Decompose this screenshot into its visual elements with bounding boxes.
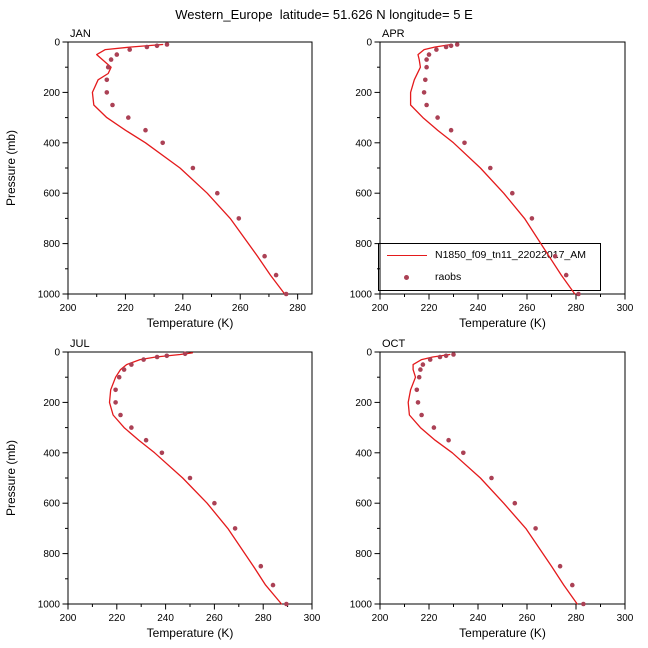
- x-tick-label: 260: [519, 613, 536, 624]
- y-tick-label: 600: [355, 189, 372, 200]
- x-tick-label: 260: [519, 303, 536, 314]
- y-tick-label: 0: [366, 348, 372, 359]
- y-tick-label: 600: [43, 189, 60, 200]
- model-profile-line: [108, 352, 283, 605]
- x-tick-label: 200: [60, 303, 77, 314]
- y-tick-label: 800: [43, 239, 60, 250]
- y-tick-label: 200: [355, 398, 372, 409]
- y-tick-label: 600: [43, 499, 60, 510]
- y-tick-label: 400: [43, 138, 60, 149]
- y-tick-label: 800: [355, 549, 372, 560]
- x-tick-label: 300: [617, 613, 634, 624]
- model-line-sample-icon: [387, 254, 427, 256]
- x-tick-label: 280: [255, 613, 272, 624]
- y-tick-label: 200: [43, 398, 60, 409]
- panel-month-label: JAN: [70, 28, 91, 40]
- y-tick-label: 800: [355, 239, 372, 250]
- panel-month-label: JUL: [70, 338, 90, 350]
- y-axis-title: Pressure (mb): [4, 440, 18, 516]
- panel-month-label: APR: [382, 28, 405, 40]
- x-tick-label: 240: [157, 613, 174, 624]
- x-tick-label: 200: [60, 613, 77, 624]
- legend-row-raobs: raobs: [379, 266, 600, 288]
- raobs-dots: [421, 42, 581, 297]
- x-tick-label: 280: [568, 613, 585, 624]
- panel-month-label: OCT: [382, 338, 406, 350]
- x-tick-label: 220: [108, 613, 125, 624]
- x-tick-label: 240: [470, 303, 487, 314]
- raobs-dots: [104, 42, 289, 297]
- panel-apr: 200 220 240 260 280 300 0 200 400 600 800 1000 Tempe…: [350, 28, 634, 330]
- y-tick-label: 1000: [38, 600, 61, 611]
- y-tick-label: 1000: [38, 290, 61, 301]
- y-tick-label: 600: [355, 499, 372, 510]
- x-tick-label: 240: [470, 613, 487, 624]
- x-tick-label: 240: [174, 303, 191, 314]
- y-tick-label: 800: [43, 549, 60, 560]
- x-axis-title: Temperature (K): [147, 316, 234, 330]
- y-tick-label: 400: [355, 138, 372, 149]
- y-tick-label: 0: [54, 38, 60, 49]
- panel-oct: 200 220 240 260 280 300 0 200 400 600 800 1000 Tempe…: [350, 338, 634, 640]
- legend-raobs-label: raobs: [435, 271, 462, 283]
- y-tick-label: 200: [43, 88, 60, 99]
- panel-jul: 200 220 240 260 280 300 0 200 400 600 800 1000 Tempe…: [4, 338, 321, 640]
- raobs-dots: [414, 352, 586, 607]
- y-tick-label: 200: [355, 88, 372, 99]
- model-profile-line: [409, 43, 576, 295]
- x-tick-label: 220: [421, 613, 438, 624]
- y-tick-label: 0: [366, 38, 372, 49]
- y-tick-label: 1000: [350, 600, 373, 611]
- y-tick-label: 400: [355, 448, 372, 459]
- x-tick-label: 280: [568, 303, 585, 314]
- x-tick-label: 300: [304, 613, 321, 624]
- y-tick-label: 0: [54, 348, 60, 359]
- x-tick-label: 220: [421, 303, 438, 314]
- y-tick-label: 400: [43, 448, 60, 459]
- legend-model-label: N1850_f09_tn11_22022017_AM: [435, 249, 587, 261]
- legend: N1850_f09_tn11_22022017_AM raobs: [378, 243, 601, 291]
- x-tick-label: 260: [232, 303, 249, 314]
- x-axis-title: Temperature (K): [459, 316, 546, 330]
- x-tick-label: 280: [289, 303, 306, 314]
- x-tick-label: 300: [617, 303, 634, 314]
- x-tick-label: 200: [372, 303, 389, 314]
- raobs-dots: [113, 351, 289, 607]
- raobs-dot-sample-icon: [404, 274, 409, 280]
- x-tick-label: 220: [117, 303, 134, 314]
- x-tick-label: 200: [372, 613, 389, 624]
- y-tick-label: 1000: [350, 290, 373, 301]
- model-profile-line: [407, 353, 578, 605]
- model-profile-line: [91, 43, 286, 295]
- panel-jan: 200 220 240 260 280 0 200 400 600 800 1000 Temperat…: [4, 28, 313, 330]
- y-axis-title: Pressure (mb): [4, 130, 18, 206]
- figure-title: Western_Europe latitude= 51.626 N longit…: [175, 7, 473, 22]
- x-axis-title: Temperature (K): [459, 626, 546, 640]
- x-tick-label: 260: [206, 613, 223, 624]
- legend-row-model: N1850_f09_tn11_22022017_AM: [379, 244, 600, 266]
- x-axis-title: Temperature (K): [147, 626, 234, 640]
